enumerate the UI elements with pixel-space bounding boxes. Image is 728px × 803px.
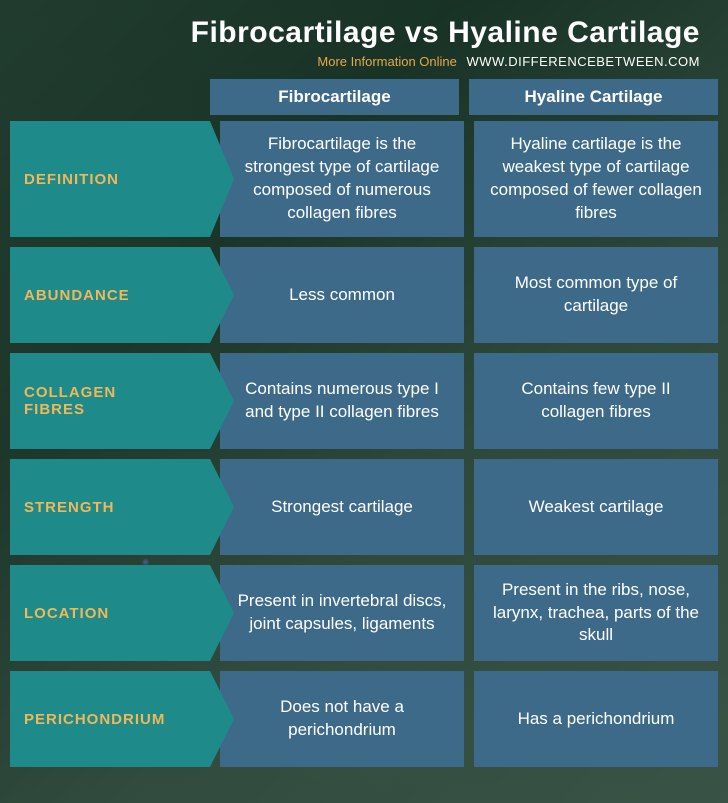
cell-hyaline: Present in the ribs, nose, larynx, trach… xyxy=(474,565,718,661)
row-label: DEFINITION xyxy=(10,121,210,237)
row-cells: Does not have a perichondriumHas a peric… xyxy=(220,671,718,767)
row-cells: Strongest cartilageWeakest cartilage xyxy=(220,459,718,555)
cell-fibrocartilage: Strongest cartilage xyxy=(220,459,464,555)
cell-fibrocartilage: Fibrocartilage is the strongest type of … xyxy=(220,121,464,237)
cell-fibrocartilage: Less common xyxy=(220,247,464,343)
col-header-fibrocartilage: Fibrocartilage xyxy=(210,79,459,115)
comparison-row: COLLAGEN FIBRESContains numerous type I … xyxy=(10,353,718,449)
row-label: STRENGTH xyxy=(10,459,210,555)
col-header-hyaline: Hyaline Cartilage xyxy=(469,79,718,115)
comparison-row: PERICHONDRIUMDoes not have a perichondri… xyxy=(10,671,718,767)
cell-fibrocartilage: Contains numerous type I and type II col… xyxy=(220,353,464,449)
site-url: WWW.DIFFERENCEBETWEEN.COM xyxy=(467,54,701,69)
column-headers: Fibrocartilage Hyaline Cartilage xyxy=(210,79,718,115)
cell-fibrocartilage: Does not have a perichondrium xyxy=(220,671,464,767)
infographic-container: Fibrocartilage vs Hyaline Cartilage More… xyxy=(0,0,728,787)
cell-hyaline: Contains few type II collagen fibres xyxy=(474,353,718,449)
comparison-row: ABUNDANCELess commonMost common type of … xyxy=(10,247,718,343)
row-label: ABUNDANCE xyxy=(10,247,210,343)
comparison-rows: DEFINITIONFibrocartilage is the stronges… xyxy=(10,121,718,767)
row-cells: Fibrocartilage is the strongest type of … xyxy=(220,121,718,237)
cell-hyaline: Has a perichondrium xyxy=(474,671,718,767)
row-label: LOCATION xyxy=(10,565,210,661)
cell-hyaline: Hyaline cartilage is the weakest type of… xyxy=(474,121,718,237)
comparison-row: LOCATIONPresent in invertebral discs, jo… xyxy=(10,565,718,661)
more-info-label: More Information Online xyxy=(317,54,456,69)
main-title: Fibrocartilage vs Hyaline Cartilage xyxy=(10,0,718,54)
subtitle-row: More Information Online WWW.DIFFERENCEBE… xyxy=(10,54,718,79)
comparison-row: STRENGTHStrongest cartilageWeakest carti… xyxy=(10,459,718,555)
row-cells: Less commonMost common type of cartilage xyxy=(220,247,718,343)
row-label: COLLAGEN FIBRES xyxy=(10,353,210,449)
comparison-row: DEFINITIONFibrocartilage is the stronges… xyxy=(10,121,718,237)
row-cells: Contains numerous type I and type II col… xyxy=(220,353,718,449)
cell-fibrocartilage: Present in invertebral discs, joint caps… xyxy=(220,565,464,661)
cell-hyaline: Most common type of cartilage xyxy=(474,247,718,343)
row-cells: Present in invertebral discs, joint caps… xyxy=(220,565,718,661)
cell-hyaline: Weakest cartilage xyxy=(474,459,718,555)
row-label: PERICHONDRIUM xyxy=(10,671,210,767)
